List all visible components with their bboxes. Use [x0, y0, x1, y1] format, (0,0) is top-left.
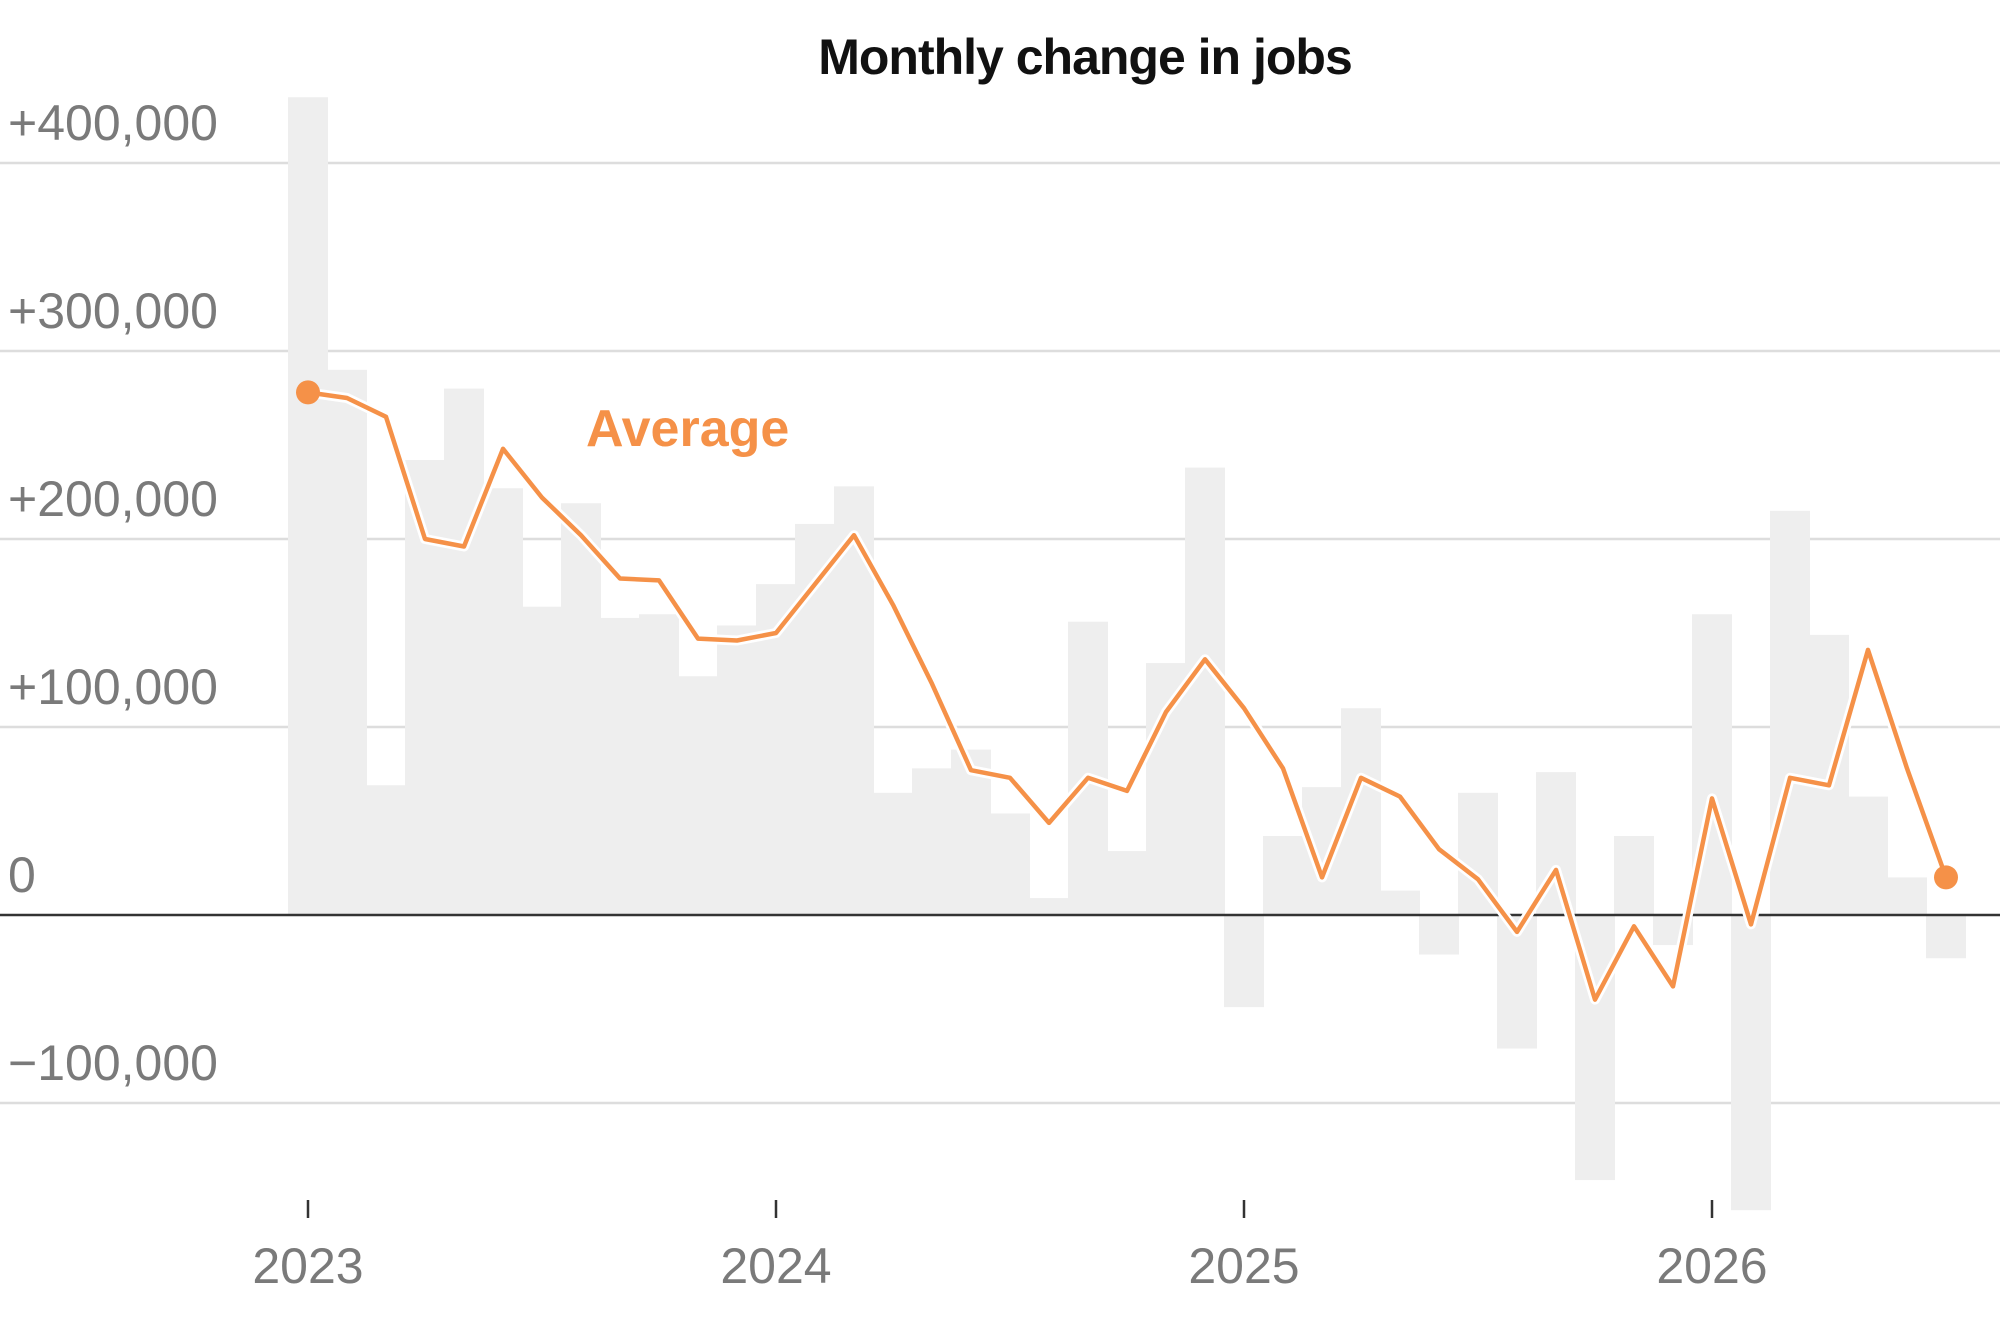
month-bar: [1497, 915, 1537, 1049]
month-bar: [1419, 915, 1459, 955]
x-tick-label: 2024: [720, 1238, 831, 1294]
monthly-change-bars: [288, 97, 1966, 1211]
month-bar: [1185, 467, 1225, 915]
month-bar: [1887, 877, 1927, 915]
month-bar: [1263, 836, 1303, 915]
month-bar: [483, 488, 523, 915]
month-bar: [912, 768, 952, 915]
average-endpoint-dot: [1934, 865, 1958, 890]
month-bar: [717, 625, 757, 915]
month-bar: [678, 676, 718, 915]
month-bar: [1770, 510, 1810, 915]
average-annotation: Average: [586, 400, 789, 458]
x-tick-label: 2026: [1656, 1238, 1767, 1294]
month-bar: [561, 503, 601, 915]
month-bar: [366, 785, 406, 915]
y-tick-label: −100,000: [8, 1035, 218, 1091]
chart-title: Monthly change in jobs: [818, 29, 1352, 85]
average-endpoint-dot: [296, 380, 320, 405]
month-bar: [1107, 851, 1147, 915]
average-line-series: [296, 380, 1958, 1005]
y-tick-label: +400,000: [8, 95, 218, 151]
month-bar: [1614, 836, 1654, 915]
month-bar: [1926, 915, 1966, 959]
month-bar: [1029, 898, 1069, 915]
y-tick-label: +300,000: [8, 283, 218, 339]
x-tick-label: 2025: [1188, 1238, 1299, 1294]
month-bar: [990, 813, 1030, 915]
y-tick-label: +200,000: [8, 471, 218, 527]
y-tick-label: +100,000: [8, 659, 218, 715]
month-bar: [1731, 915, 1771, 1211]
average-line: [305, 390, 1949, 1002]
month-bar: [1848, 796, 1888, 915]
month-bar: [639, 614, 679, 915]
month-bar: [522, 606, 562, 915]
month-bar: [444, 388, 484, 916]
y-axis-labels: +400,000 +300,000 +200,000 +100,000 0 −100,00…: [8, 95, 218, 1091]
month-bar: [600, 617, 640, 915]
month-bar: [873, 792, 913, 915]
y-tick-label: 0: [8, 847, 36, 903]
month-bar: [288, 97, 328, 915]
month-bar: [1380, 890, 1420, 915]
x-axis-labels: 2023 2024 2025 2026: [252, 1200, 1768, 1294]
x-tick-label: 2023: [252, 1238, 363, 1294]
month-bar: [1224, 915, 1264, 1008]
month-bar: [1068, 621, 1108, 915]
month-bar: [327, 369, 367, 915]
